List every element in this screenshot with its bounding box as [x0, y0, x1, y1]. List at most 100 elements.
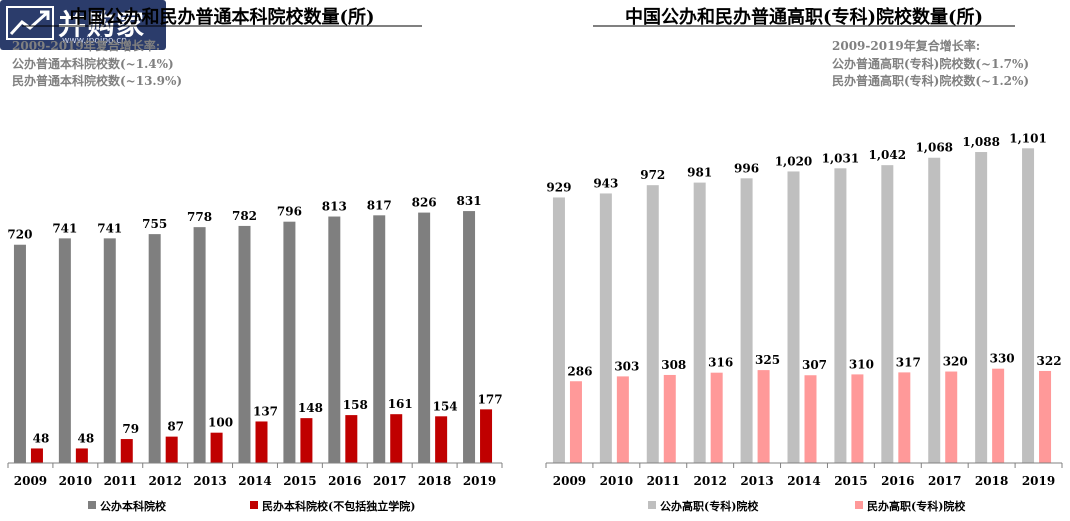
bar-public	[193, 227, 206, 463]
bar-public	[599, 193, 612, 463]
data-label: 831	[457, 194, 482, 208]
data-label: 79	[122, 422, 139, 436]
data-label: 796	[277, 205, 302, 219]
x-tick-label: 2016	[328, 474, 361, 488]
chart-title: 中国公办和民办普通高职(专科)院校数量(所)	[625, 6, 983, 28]
bar-public	[463, 211, 476, 463]
chart-title: 中国公办和民办普通本科院校数量(所)	[69, 6, 374, 28]
bar-private	[851, 374, 864, 463]
bar-private	[1039, 370, 1052, 463]
data-label: 981	[687, 166, 712, 180]
bar-public	[418, 212, 431, 463]
x-tick-label: 2012	[148, 474, 181, 488]
bar-private	[616, 376, 629, 463]
bar-private	[945, 371, 958, 463]
bar-public	[552, 197, 565, 464]
bar-public	[740, 178, 753, 463]
x-tick-label: 2010	[59, 474, 92, 488]
data-label: 782	[232, 209, 257, 223]
bar-private	[345, 415, 358, 463]
bar-public	[238, 225, 251, 463]
x-tick-label: 2013	[193, 474, 226, 488]
growth-note: 民办普通高职(专科)院校数(~1.2%)	[832, 73, 1029, 88]
x-tick-label: 2009	[553, 474, 586, 488]
legend-swatch	[250, 501, 258, 509]
bar-private	[757, 370, 770, 463]
bar-public	[1022, 148, 1035, 464]
bar-public	[103, 238, 116, 463]
x-tick-label: 2016	[881, 474, 914, 488]
growth-note: 民办普通本科院校数(~13.9%)	[12, 73, 182, 88]
data-label: 1,101	[1009, 131, 1047, 145]
data-label: 929	[546, 180, 571, 194]
data-label: 1,042	[869, 148, 907, 162]
data-label: 154	[433, 399, 458, 413]
data-label: 1,031	[822, 151, 860, 165]
bar-private	[435, 416, 448, 463]
x-tick-label: 2009	[14, 474, 47, 488]
data-label: 161	[388, 397, 413, 411]
bar-private	[710, 372, 723, 463]
bar-private	[992, 368, 1005, 463]
data-label: 1,068	[915, 141, 953, 155]
x-tick-label: 2017	[928, 474, 961, 488]
data-label: 322	[1037, 354, 1062, 368]
data-label: 1,088	[962, 135, 1000, 149]
bar-public	[373, 215, 386, 463]
x-tick-label: 2015	[834, 474, 867, 488]
logo-url: www.ipoipo.cn	[62, 36, 127, 46]
watermark-logo: 并购家 www.ipoipo.cn	[0, 0, 166, 50]
bar-private	[75, 448, 88, 463]
data-label: 177	[478, 392, 503, 406]
bar-private	[300, 418, 313, 463]
x-tick-label: 2014	[238, 474, 271, 488]
data-label: 303	[614, 359, 639, 373]
legend-swatch	[88, 501, 96, 509]
data-label: 778	[187, 210, 212, 224]
bar-public	[328, 216, 341, 463]
bar-public	[834, 168, 847, 463]
bar-private	[120, 439, 133, 463]
data-label: 87	[167, 420, 184, 434]
bar-private	[480, 409, 493, 463]
data-label: 137	[253, 404, 278, 418]
bar-private	[255, 421, 268, 463]
bar-private	[804, 375, 817, 463]
data-label: 48	[78, 431, 95, 445]
legend-swatch	[648, 501, 656, 509]
x-tick-label: 2015	[283, 474, 316, 488]
bar-public	[148, 234, 161, 463]
data-label: 943	[593, 176, 618, 190]
data-label: 330	[990, 352, 1015, 366]
data-label: 308	[661, 358, 686, 372]
x-tick-label: 2018	[418, 474, 451, 488]
x-tick-label: 2019	[463, 474, 496, 488]
bar-public	[787, 171, 800, 463]
bar-public	[646, 185, 659, 464]
x-tick-label: 2018	[975, 474, 1008, 488]
data-label: 813	[322, 200, 347, 214]
growth-subtitle: 2009-2019年复合增长率:	[12, 38, 160, 53]
legend-label: 公办高职(专科)院校	[660, 499, 759, 513]
x-tick-label: 2017	[373, 474, 406, 488]
data-label: 100	[208, 416, 233, 430]
x-tick-label: 2014	[787, 474, 820, 488]
growth-note: 公办普通高职(专科)院校数(~1.7%)	[832, 56, 1029, 71]
x-tick-label: 2011	[104, 474, 137, 488]
x-tick-label: 2010	[600, 474, 633, 488]
data-label: 307	[802, 358, 827, 372]
bar-private	[569, 381, 582, 463]
data-label: 316	[708, 356, 733, 370]
x-tick-label: 2011	[647, 474, 680, 488]
x-tick-label: 2019	[1022, 474, 1055, 488]
x-tick-label: 2013	[740, 474, 773, 488]
data-label: 325	[755, 353, 780, 367]
data-label: 317	[896, 355, 921, 369]
data-label: 158	[343, 398, 368, 412]
bar-public	[283, 221, 296, 463]
growth-subtitle: 2009-2019年复合增长率:	[832, 38, 980, 53]
bar-public	[693, 182, 706, 463]
bar-public	[13, 244, 26, 463]
data-label: 320	[943, 355, 968, 369]
